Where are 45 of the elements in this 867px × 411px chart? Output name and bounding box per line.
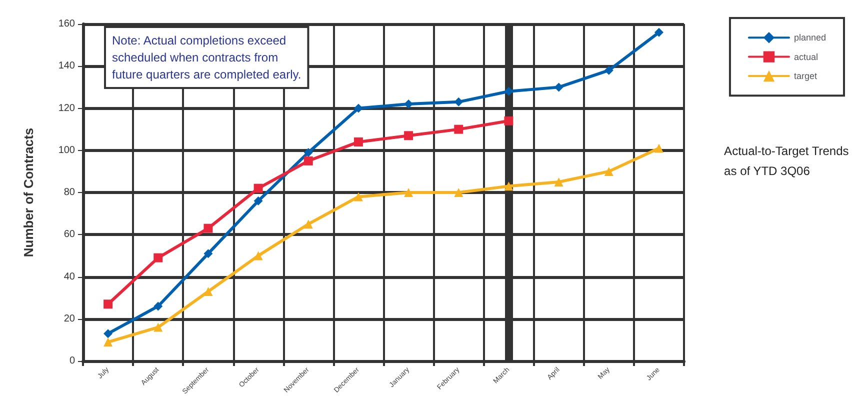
point	[154, 253, 163, 262]
y-tick-label: 120	[58, 102, 76, 114]
point	[454, 124, 464, 134]
point	[254, 184, 263, 193]
legend-label: target	[794, 71, 818, 81]
point	[304, 220, 313, 229]
point	[204, 249, 213, 258]
y-tick-label: 40	[64, 271, 76, 282]
point	[154, 302, 163, 311]
y-tick-label: 20	[64, 313, 76, 324]
y-axis-title: Number of Contracts	[21, 128, 36, 258]
text: Actual-to-Target Trends as of YTD 3Q06	[724, 144, 849, 178]
legend-label: actual	[794, 52, 818, 62]
y-tick-label: 60	[64, 229, 76, 240]
point	[254, 196, 263, 206]
point	[654, 28, 664, 37]
point	[554, 177, 564, 186]
point	[604, 66, 614, 75]
point	[654, 144, 664, 153]
point	[404, 188, 414, 197]
point	[304, 156, 313, 166]
point	[154, 322, 163, 332]
point	[604, 166, 614, 176]
point	[354, 137, 363, 146]
point	[104, 338, 113, 347]
point	[254, 251, 263, 260]
point	[104, 329, 113, 338]
y-tick-label: 160	[58, 18, 76, 30]
y-tick-label: 0	[69, 356, 76, 366]
point	[354, 104, 363, 113]
y-tick-label: 140	[58, 60, 76, 72]
point	[504, 182, 514, 191]
point	[204, 286, 213, 296]
point	[204, 224, 213, 233]
point	[104, 300, 113, 309]
y-tick-label: 80	[64, 187, 76, 198]
y-tick-label: 100	[58, 144, 76, 156]
annotation: Note: Actual completions exceed scheduled when contracts from future quarters are completed early.	[112, 34, 302, 82]
point	[504, 116, 514, 126]
legend-label: planned	[794, 32, 826, 43]
point	[354, 192, 363, 202]
point	[554, 82, 564, 92]
point	[304, 148, 313, 157]
point	[404, 131, 414, 140]
point	[454, 188, 464, 197]
